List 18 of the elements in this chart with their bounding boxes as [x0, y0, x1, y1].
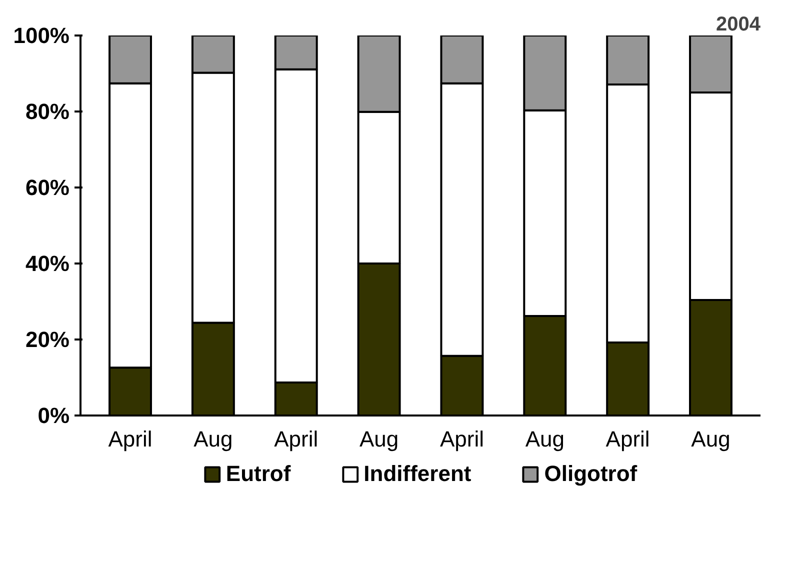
y-tick-label: 0%: [38, 403, 70, 428]
y-tick-label: 40%: [25, 251, 70, 276]
x-tick-label: April: [274, 426, 318, 452]
legend-label: Eutrof: [226, 461, 291, 487]
x-tick-label: April: [108, 426, 152, 452]
annotation: 2004: [716, 14, 762, 36]
y-tick-label: 80%: [25, 99, 70, 124]
x-tick-label: Aug: [359, 426, 399, 452]
legend-label: Oligotrof: [544, 461, 638, 487]
x-tick-label: April: [440, 426, 484, 452]
x-tick-label: April: [606, 426, 650, 452]
legend-label: Indifferent: [364, 461, 472, 487]
y-tick-label: 60%: [25, 175, 70, 200]
x-tick-label: Aug: [691, 426, 730, 452]
y-tick-label: 100%: [13, 23, 70, 48]
y-tick-label: 20%: [25, 327, 70, 352]
x-tick-label: Aug: [194, 426, 233, 452]
x-tick-label: Aug: [525, 426, 564, 452]
